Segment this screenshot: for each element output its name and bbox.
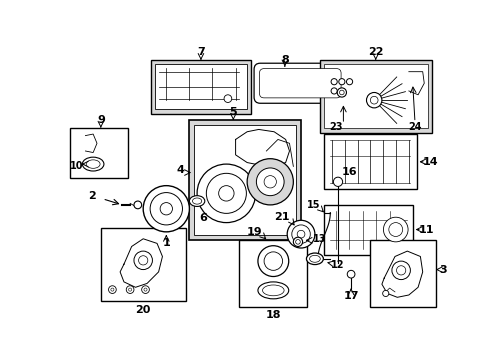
Bar — [324, 134, 416, 189]
Circle shape — [346, 78, 352, 85]
Circle shape — [333, 177, 342, 186]
Circle shape — [383, 217, 407, 242]
Text: 1: 1 — [162, 238, 170, 248]
FancyBboxPatch shape — [259, 69, 341, 98]
Circle shape — [126, 286, 134, 293]
Circle shape — [150, 193, 182, 225]
Text: 23: 23 — [328, 122, 342, 132]
Text: 7: 7 — [197, 48, 204, 58]
Circle shape — [339, 90, 344, 95]
Text: 19: 19 — [246, 227, 262, 237]
Circle shape — [246, 159, 293, 205]
Circle shape — [206, 173, 246, 213]
Bar — [101, 228, 185, 301]
Circle shape — [257, 246, 288, 276]
Circle shape — [338, 78, 344, 85]
Circle shape — [138, 256, 147, 265]
Bar — [239, 239, 306, 307]
Text: 5: 5 — [229, 108, 237, 117]
Text: 16: 16 — [341, 167, 357, 177]
Bar — [154, 64, 246, 109]
Text: 22: 22 — [367, 48, 383, 58]
Circle shape — [286, 220, 314, 248]
Circle shape — [218, 186, 234, 201]
Circle shape — [346, 270, 354, 278]
Circle shape — [224, 95, 231, 103]
Bar — [369, 239, 435, 307]
Text: 4: 4 — [176, 165, 183, 175]
Text: 6: 6 — [199, 213, 207, 223]
Text: 15: 15 — [306, 200, 320, 210]
Text: 8: 8 — [281, 55, 288, 65]
Circle shape — [264, 176, 276, 188]
Bar — [324, 205, 412, 255]
Circle shape — [382, 291, 388, 297]
Circle shape — [295, 239, 300, 244]
Text: 9: 9 — [97, 115, 104, 125]
Circle shape — [108, 286, 116, 293]
Circle shape — [143, 186, 189, 232]
Circle shape — [264, 252, 282, 270]
Circle shape — [391, 261, 409, 280]
Text: 20: 20 — [135, 305, 151, 315]
Ellipse shape — [192, 198, 202, 204]
Text: 3: 3 — [439, 265, 447, 275]
Ellipse shape — [309, 255, 320, 262]
Circle shape — [142, 286, 149, 293]
Circle shape — [111, 288, 114, 291]
Text: 24: 24 — [407, 122, 421, 132]
Ellipse shape — [306, 253, 323, 265]
Text: 13: 13 — [312, 234, 325, 244]
Circle shape — [134, 251, 152, 270]
Circle shape — [128, 288, 131, 291]
Circle shape — [291, 225, 310, 243]
Text: 17: 17 — [343, 291, 358, 301]
Circle shape — [366, 93, 381, 108]
Circle shape — [337, 88, 346, 97]
Bar — [189, 120, 301, 239]
Bar — [70, 128, 127, 178]
Ellipse shape — [82, 157, 104, 171]
Circle shape — [330, 78, 337, 85]
Circle shape — [369, 96, 377, 104]
Ellipse shape — [257, 282, 288, 299]
Text: 18: 18 — [265, 310, 281, 320]
Circle shape — [134, 201, 142, 209]
Text: 12: 12 — [330, 260, 344, 270]
Circle shape — [197, 164, 255, 222]
Text: 21: 21 — [273, 212, 289, 222]
Text: 2: 2 — [87, 191, 95, 201]
Circle shape — [396, 266, 405, 275]
Bar — [324, 64, 427, 128]
Circle shape — [160, 203, 172, 215]
Circle shape — [297, 230, 305, 238]
Ellipse shape — [86, 160, 100, 168]
Text: 10: 10 — [69, 161, 83, 171]
Text: 11: 11 — [418, 225, 433, 235]
Bar — [194, 125, 296, 235]
Circle shape — [256, 168, 284, 195]
FancyBboxPatch shape — [254, 63, 346, 103]
Circle shape — [388, 222, 402, 237]
Text: 14: 14 — [422, 157, 437, 167]
Ellipse shape — [262, 285, 284, 296]
Bar — [151, 60, 250, 114]
Bar — [320, 60, 431, 133]
Circle shape — [143, 288, 147, 291]
Circle shape — [293, 237, 302, 247]
Ellipse shape — [189, 195, 204, 206]
Circle shape — [330, 88, 337, 94]
